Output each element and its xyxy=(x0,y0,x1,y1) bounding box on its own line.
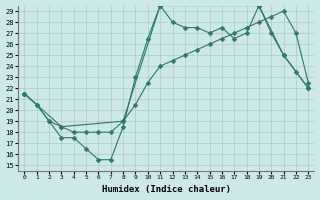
X-axis label: Humidex (Indice chaleur): Humidex (Indice chaleur) xyxy=(102,185,231,194)
